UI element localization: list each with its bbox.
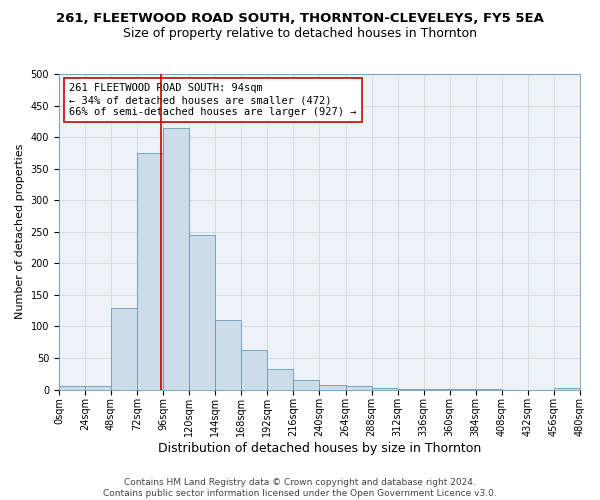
Bar (371, 388, 398, 390)
Text: 261 FLEETWOOD ROAD SOUTH: 94sqm
← 34% of detached houses are smaller (472)
66% o: 261 FLEETWOOD ROAD SOUTH: 94sqm ← 34% of… (70, 84, 357, 116)
Bar (163, 128, 189, 390)
Text: Size of property relative to detached houses in Thornton: Size of property relative to detached ho… (123, 28, 477, 40)
Bar (215, 320, 241, 390)
Bar (398, 389, 424, 390)
Bar (137, 153, 163, 390)
Y-axis label: Number of detached properties: Number of detached properties (15, 144, 25, 320)
Bar (346, 386, 371, 390)
X-axis label: Distribution of detached houses by size in Thornton: Distribution of detached houses by size … (158, 442, 481, 455)
Bar (293, 380, 319, 390)
Bar (85, 386, 111, 390)
Text: 261, FLEETWOOD ROAD SOUTH, THORNTON-CLEVELEYS, FY5 5EA: 261, FLEETWOOD ROAD SOUTH, THORNTON-CLEV… (56, 12, 544, 26)
Bar (111, 308, 137, 390)
Bar (450, 389, 476, 390)
Bar (59, 386, 85, 390)
Bar (319, 384, 346, 390)
Bar (476, 389, 502, 390)
Bar (554, 388, 580, 390)
Bar (268, 368, 293, 390)
Bar (189, 235, 215, 390)
Text: Contains HM Land Registry data © Crown copyright and database right 2024.
Contai: Contains HM Land Registry data © Crown c… (103, 478, 497, 498)
Bar (241, 350, 268, 390)
Bar (424, 389, 450, 390)
